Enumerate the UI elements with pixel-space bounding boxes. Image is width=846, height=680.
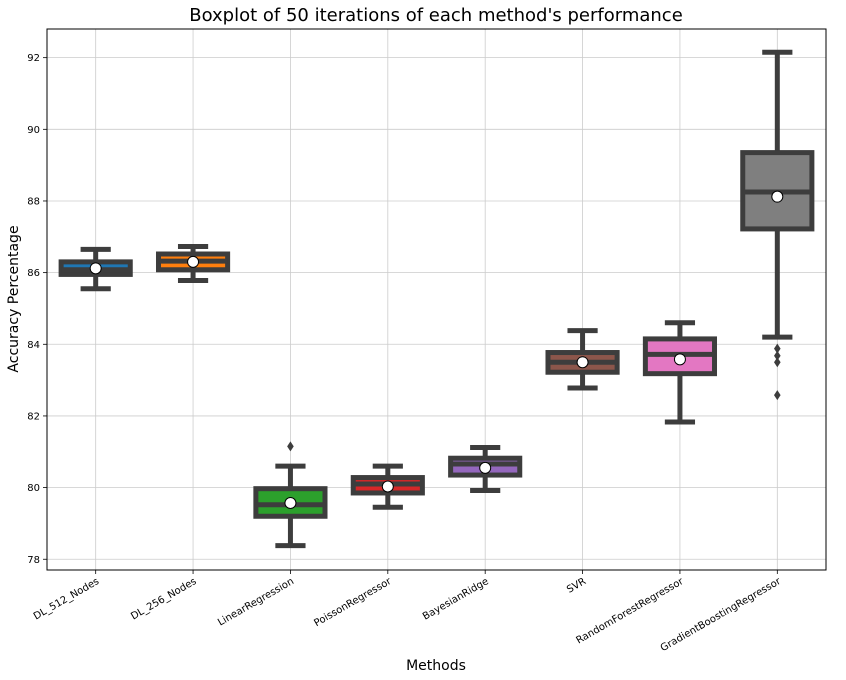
y-tick-label: 86 (27, 268, 40, 279)
x-tick-label: LinearRegression (216, 576, 296, 628)
mean-marker (479, 461, 492, 474)
outlier-marker (774, 357, 781, 368)
mean-marker (284, 497, 297, 510)
x-tick-label: PoissonRegressor (312, 576, 394, 630)
outlier-marker (774, 390, 781, 401)
mean-marker (187, 255, 200, 268)
box-GradientBoostingRegressor (740, 49, 815, 401)
box-BayesianRidge (448, 444, 523, 493)
outlier-marker (774, 350, 781, 361)
box-DL_256_Nodes (155, 243, 231, 284)
grid-lines (47, 29, 826, 570)
chart-title: Boxplot of 50 iterations of each method'… (189, 5, 683, 26)
outlier-marker (287, 441, 294, 452)
x-tick-label: SVR (565, 576, 588, 596)
mean-marker (673, 353, 686, 366)
mean-marker (89, 262, 102, 275)
x-axis-title: Methods (406, 658, 466, 674)
y-tick-label: 84 (27, 340, 40, 351)
box-PoissonRegressor (350, 463, 425, 510)
box-LinearRegression (253, 441, 328, 549)
y-tick-label: 92 (27, 53, 40, 64)
y-tick-label: 82 (27, 411, 40, 422)
y-tick-label: 90 (27, 125, 40, 136)
x-tick-label: BayesianRidge (421, 576, 491, 623)
y-tick-label: 78 (27, 555, 40, 566)
x-tick-label: RandomForestRegressor (574, 576, 686, 647)
plot-frame (46, 28, 827, 571)
y-axis-title: Accuracy Percentage (6, 225, 22, 372)
y-tick-label: 88 (27, 196, 40, 207)
mean-marker (381, 480, 394, 493)
plot-area (58, 49, 815, 549)
x-tick-label: DL_512_Nodes (32, 576, 101, 622)
y-tick-label: 80 (27, 483, 40, 494)
outlier-marker (774, 343, 781, 354)
mean-marker (576, 356, 589, 369)
box-DL_512_Nodes (58, 246, 133, 292)
mean-marker (771, 190, 784, 203)
box-SVR (545, 328, 620, 391)
box-RandomForestRegressor (642, 320, 718, 425)
x-tick-label: DL_256_Nodes (129, 576, 198, 622)
